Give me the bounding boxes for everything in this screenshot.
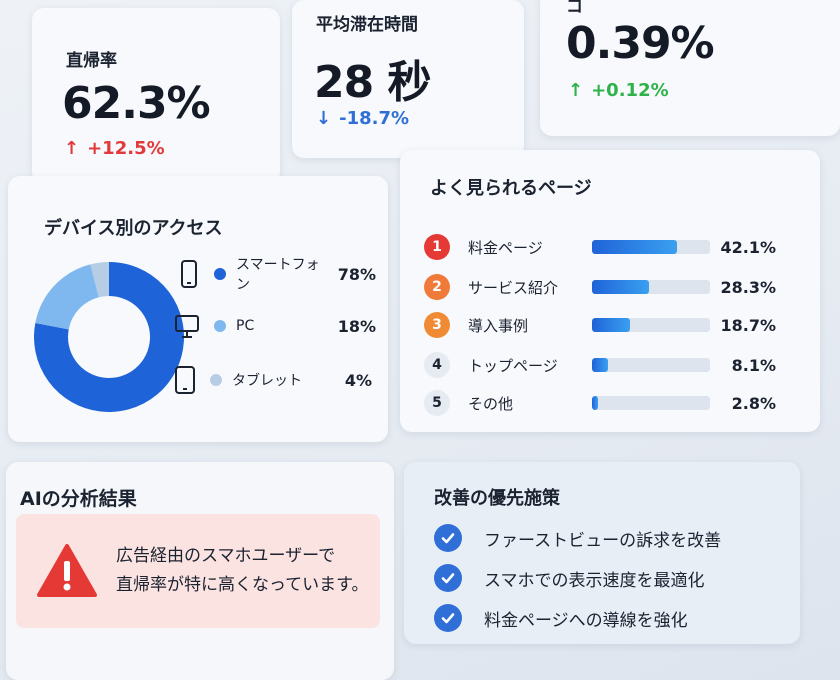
measure-text: 料金ページへの導線を強化 bbox=[484, 610, 688, 631]
measure-item: 料金ページへの導線を強化 bbox=[434, 602, 688, 634]
monitor-icon bbox=[175, 315, 199, 338]
legend-name: PC bbox=[236, 318, 255, 334]
legend-name: スマートフォン bbox=[236, 257, 320, 293]
legend-dot bbox=[214, 320, 226, 332]
kpi-delta: ↑ +0.12% bbox=[568, 80, 669, 101]
donut-slice-3 bbox=[90, 262, 110, 298]
rank-bar-fill bbox=[592, 396, 598, 410]
arrow-down-icon: ↓ bbox=[316, 108, 332, 129]
kpi-delta: ↑ +12.5% bbox=[64, 138, 165, 159]
legend-row-pc: PC 18% bbox=[174, 312, 376, 340]
kpi-label: 直帰率 bbox=[66, 51, 117, 71]
rank-bar-track bbox=[592, 396, 710, 410]
rank-bar-track bbox=[592, 280, 710, 294]
legend-pct: 4% bbox=[344, 370, 372, 390]
page-rank-row: 5 その他 2.8% bbox=[424, 388, 804, 418]
section-title: よく見られるページ bbox=[430, 178, 592, 199]
rank-pct: 8.1% bbox=[731, 355, 776, 375]
measure-text: ファーストビューの訴求を改善 bbox=[484, 530, 722, 551]
rank-page-name: 料金ページ bbox=[468, 238, 543, 257]
kpi-value: 62.3% bbox=[62, 78, 211, 129]
check-circle-icon bbox=[434, 604, 462, 632]
arrow-up-icon: ↑ bbox=[64, 138, 80, 159]
section-title: デバイス別のアクセス bbox=[44, 218, 223, 239]
check-circle-icon bbox=[434, 524, 462, 552]
rank-bar-track bbox=[592, 358, 710, 372]
rank-bar-fill bbox=[592, 358, 609, 372]
rank-badge: 2 bbox=[424, 274, 450, 300]
ai-analysis-card: AIの分析結果 広告経由のスマホユーザーで 直帰率が特に高くなっています。 bbox=[6, 462, 394, 680]
legend-row-smartphone: スマートフォン 78% bbox=[178, 257, 376, 293]
legend-pct: 18% bbox=[337, 316, 376, 336]
rank-pct: 42.1% bbox=[720, 237, 776, 257]
improvement-measures-card: 改善の優先施策 ファーストビューの訴求を改善 スマホでの表示速度を最適化 料金ペ… bbox=[404, 462, 800, 644]
legend-row-tablet: タブレット 4% bbox=[174, 366, 372, 394]
kpi-label: コ bbox=[566, 0, 583, 17]
legend-dot bbox=[210, 374, 222, 386]
page-rank-row: 2 サービス紹介 28.3% bbox=[424, 272, 804, 302]
legend-name: タブレット bbox=[232, 373, 302, 389]
legend-pct: 78% bbox=[337, 264, 376, 284]
kpi-value: 28 秒 bbox=[314, 57, 432, 108]
rank-badge: 3 bbox=[424, 312, 450, 338]
ai-alert-box: 広告経由のスマホユーザーで 直帰率が特に高くなっています。 bbox=[16, 514, 380, 628]
page-rank-row: 4 トップページ 8.1% bbox=[424, 350, 804, 380]
tablet-icon bbox=[175, 366, 195, 394]
rank-page-name: その他 bbox=[468, 394, 514, 413]
arrow-up-icon: ↑ bbox=[568, 80, 584, 101]
rank-bar-track bbox=[592, 318, 710, 332]
device-donut-chart bbox=[34, 262, 184, 412]
rank-pct: 2.8% bbox=[731, 393, 776, 413]
kpi-label: 平均滞在時間 bbox=[316, 15, 418, 35]
measure-item: ファーストビューの訴求を改善 bbox=[434, 522, 721, 554]
rank-page-name: 導入事例 bbox=[468, 316, 529, 335]
page-rank-row: 1 料金ページ 42.1% bbox=[424, 232, 804, 262]
kpi-card-avg-time: 平均滞在時間 28 秒 ↓ -18.7% bbox=[292, 0, 524, 158]
donut-slice-1 bbox=[34, 262, 184, 412]
section-title: 改善の優先施策 bbox=[434, 488, 560, 509]
rank-badge: 5 bbox=[424, 390, 450, 416]
rank-bar-fill bbox=[592, 318, 630, 332]
ai-alert-text: 広告経由のスマホユーザーで 直帰率が特に高くなっています。 bbox=[116, 546, 369, 595]
rank-bar-fill bbox=[592, 240, 677, 254]
rank-pct: 28.3% bbox=[720, 277, 776, 297]
rank-pct: 18.7% bbox=[720, 315, 776, 335]
rank-bar-fill bbox=[592, 280, 650, 294]
measure-item: スマホでの表示速度を最適化 bbox=[434, 562, 705, 594]
kpi-delta: ↓ -18.7% bbox=[316, 108, 410, 129]
donut-slice-2 bbox=[35, 264, 100, 331]
measure-text: スマホでの表示速度を最適化 bbox=[484, 570, 705, 591]
kpi-value: 0.39% bbox=[566, 18, 715, 69]
warning-icon bbox=[37, 544, 97, 597]
rank-bar-track bbox=[592, 240, 710, 254]
check-circle-icon bbox=[434, 564, 462, 592]
device-access-card: デバイス別のアクセス スマートフォン 78% PC 18% bbox=[8, 176, 388, 442]
page-rank-row: 3 導入事例 18.7% bbox=[424, 310, 804, 340]
rank-badge: 4 bbox=[424, 352, 450, 378]
rank-page-name: トップページ bbox=[468, 356, 558, 375]
kpi-card-conversion: コ 0.39% ↑ +0.12% bbox=[540, 0, 840, 136]
legend-dot bbox=[214, 268, 226, 280]
rank-badge: 1 bbox=[424, 234, 450, 260]
rank-page-name: サービス紹介 bbox=[468, 278, 559, 297]
section-title: AIの分析結果 bbox=[20, 488, 137, 510]
smartphone-icon bbox=[181, 260, 197, 288]
popular-pages-card: よく見られるページ 1 料金ページ 42.1% 2 サービス紹介 28.3% 3 導入事例 18… bbox=[400, 150, 820, 432]
kpi-card-bounce-rate: 直帰率 62.3% ↑ +12.5% bbox=[32, 8, 280, 184]
